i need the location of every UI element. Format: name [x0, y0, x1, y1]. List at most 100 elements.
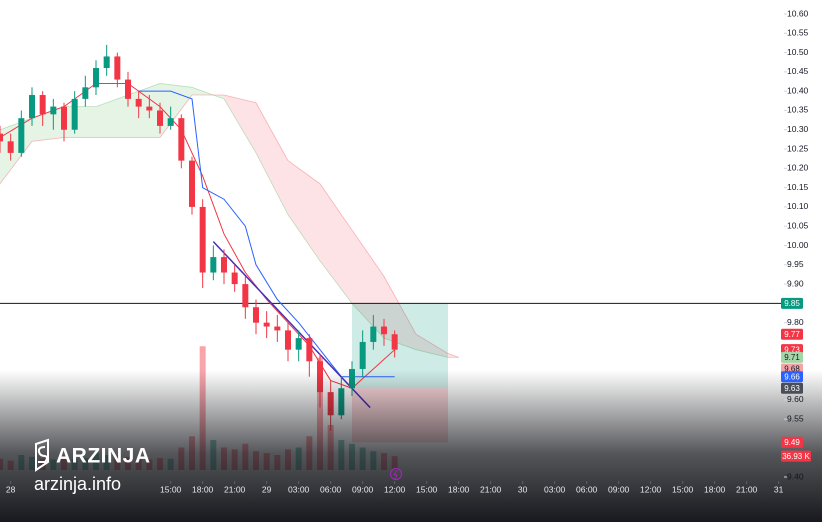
y-tick-label: 10.05	[787, 220, 809, 230]
x-tick-label: 21:00	[736, 484, 758, 494]
candle-body	[253, 307, 259, 323]
candle-body	[199, 206, 206, 273]
cloud-segment	[320, 183, 352, 304]
cloud-edge	[0, 94, 459, 358]
price-tag-label: 9.66	[784, 372, 800, 381]
y-tick-label: 9.55	[787, 413, 804, 423]
x-tick-label: 31	[774, 484, 784, 494]
candle-body	[210, 257, 217, 273]
y-tick-label: 9.40	[787, 471, 804, 481]
x-tick-label: 06:00	[576, 484, 598, 494]
price-tag	[781, 436, 803, 448]
cloud-segment	[256, 102, 288, 215]
y-tick-label: 9.95	[787, 259, 804, 269]
x-tick-label: 09:00	[608, 484, 630, 494]
cloud-layer	[0, 83, 459, 358]
x-tick-label: 15:00	[416, 484, 438, 494]
candle-body	[82, 87, 89, 99]
cloud-segment	[384, 276, 416, 350]
y-tick-label: 10.60	[787, 8, 809, 18]
candle-body	[125, 79, 131, 99]
candle-body	[285, 330, 291, 350]
logo	[35, 438, 49, 472]
y-tick-label: 10.20	[787, 163, 809, 173]
price-tag	[781, 328, 803, 340]
x-tick-label: 29	[262, 484, 272, 494]
candle-body	[29, 95, 35, 119]
cloud-segment	[352, 230, 384, 339]
cloud-segment	[64, 106, 96, 138]
cloud-edge	[0, 83, 459, 358]
price-tag-label: 9.49	[784, 438, 800, 447]
y-tick-label: 10.00	[787, 240, 809, 250]
price-tag-label: 9.71	[784, 353, 800, 362]
price-tag-label: 9.85	[784, 299, 800, 308]
candle-body	[146, 106, 153, 111]
candle-body	[7, 141, 14, 153]
price-tag-label: 9.73	[784, 345, 800, 354]
candle-body	[306, 338, 313, 362]
candle-body	[71, 98, 78, 130]
x-tick-label: 03:00	[544, 484, 566, 494]
cloud-segment	[224, 95, 256, 153]
candle-body	[242, 284, 249, 308]
x-tick-label: 12:00	[640, 484, 662, 494]
candle-body	[0, 133, 3, 142]
price-tag	[781, 371, 803, 383]
y-tick-label: 10.40	[787, 85, 809, 95]
x-tick-label: 18:00	[192, 484, 214, 494]
volume-tag-label: 36.93 K	[782, 452, 810, 461]
x-tick-label: 28	[6, 484, 16, 494]
axis-layer: 10.60 10.55 10.50 10.45 10.40 10.35 10.30 10.25…	[6, 8, 809, 494]
candle-body	[61, 106, 67, 130]
x-tick-label: 12:00	[384, 484, 406, 494]
x-tick-label: 15:00	[672, 484, 694, 494]
candle-body	[381, 326, 387, 335]
cloud-segment	[448, 353, 459, 358]
y-tick-label: 10.35	[787, 105, 809, 115]
candle-body	[221, 257, 227, 273]
candle-body	[370, 326, 377, 342]
event-icon	[389, 467, 403, 481]
logo-s	[37, 446, 48, 463]
x-tick-label: 03:00	[288, 484, 310, 494]
x-tick-label: 30	[518, 484, 528, 494]
cloud-segment	[96, 95, 128, 138]
candle-body	[189, 160, 195, 207]
candle-body	[114, 56, 121, 80]
y-tick-label: 10.15	[787, 182, 809, 192]
shade-overlay	[0, 370, 822, 522]
y-tick-label: 10.25	[787, 143, 809, 153]
candle-body	[50, 106, 57, 115]
candle-body	[135, 98, 142, 107]
x-tick-label: 09:00	[352, 484, 374, 494]
volume-tag	[781, 450, 811, 462]
candle-body	[391, 334, 398, 350]
candle-body	[263, 322, 270, 327]
x-tick-label: 21:00	[224, 484, 246, 494]
y-tick-label: 10.45	[787, 66, 809, 76]
candle-body	[167, 118, 174, 126]
price-tag	[781, 382, 803, 394]
watermark: ARZINJA arzinja.info	[34, 438, 151, 494]
price-tag	[781, 351, 803, 363]
price-tag-label: 9.63	[784, 384, 800, 393]
candle-body	[18, 118, 25, 153]
candle-body	[274, 326, 281, 331]
candle-body	[103, 56, 110, 69]
site: arzinja.info	[34, 474, 121, 494]
y-tick-label: 9.90	[787, 278, 804, 288]
candle-body	[39, 95, 46, 115]
candle-body	[178, 118, 185, 161]
y-tick-label: 10.55	[787, 28, 809, 38]
candle-body	[93, 68, 99, 88]
y-tick-label: 10.10	[787, 201, 809, 211]
brand: ARZINJA	[56, 445, 151, 468]
x-tick-label: 18:00	[704, 484, 726, 494]
x-tick-label: 15:00	[160, 484, 182, 494]
candle-body	[157, 110, 163, 126]
cloud-segment	[192, 87, 224, 99]
y-tick-label: 10.50	[787, 47, 809, 57]
candle-body	[295, 338, 302, 350]
